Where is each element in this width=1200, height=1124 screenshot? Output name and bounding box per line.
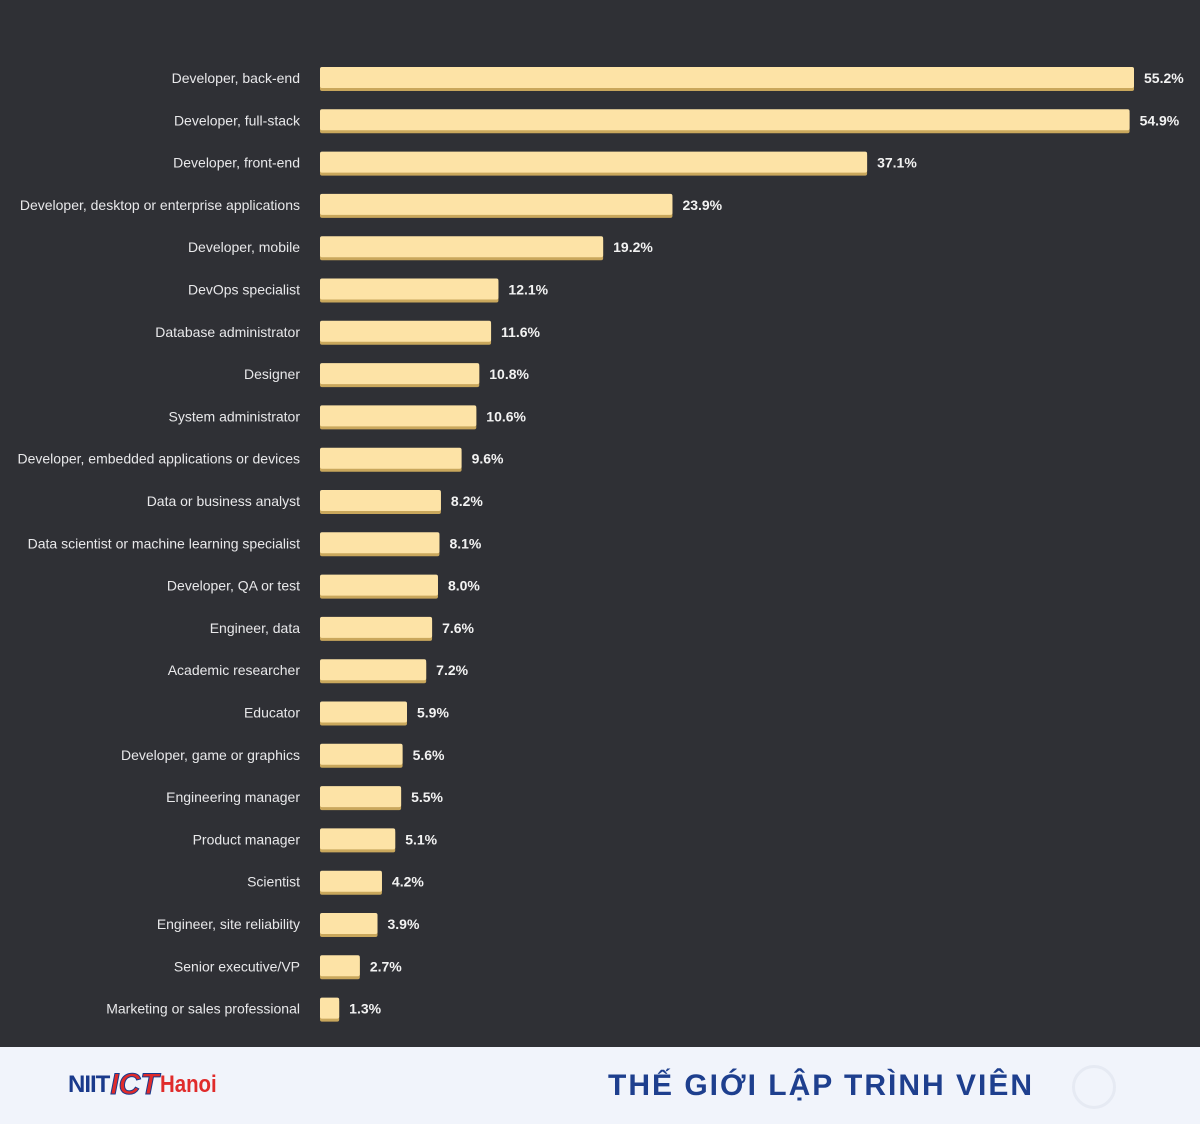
value-label-engineer-site-reliability: 3.9% [388,916,420,932]
value-label-scientist: 4.2% [392,874,424,890]
bar-developer-embedded-applications-or-devices [320,447,462,469]
category-label-system-administrator: System administrator [169,408,301,424]
value-label-educator: 5.9% [417,705,449,721]
value-label-engineer-data: 7.6% [442,620,474,636]
value-label-developer-mobile: 19.2% [613,239,653,255]
value-label-data-or-business-analyst: 8.2% [451,493,483,509]
category-label-developer-embedded-applications-or-devices: Developer, embedded applications or devi… [17,451,300,467]
logo-niit-text: NIIT [68,1071,110,1098]
value-label-developer-qa-or-test: 8.0% [448,578,480,594]
bar-chart: Developer, back-end 55.2% Developer, full-… [17,67,1184,1022]
bar-developer-mobile [320,236,604,258]
bar-engineering-manager [320,786,402,808]
bar-system-administrator [320,405,477,427]
value-label-academic-researcher: 7.2% [436,662,468,678]
category-label-engineering-manager: Engineering manager [166,789,300,805]
category-label-data-scientist-or-machine-learning-specialist: Data scientist or machine learning speci… [28,535,300,551]
category-label-developer-desktop-or-enterprise-applications: Developer, desktop or enterprise applica… [20,197,300,213]
category-label-developer-qa-or-test: Developer, QA or test [167,578,300,594]
value-label-developer-game-or-graphics: 5.6% [413,747,445,763]
category-label-developer-game-or-graphics: Developer, game or graphics [121,747,300,763]
value-label-senior-executive-vp: 2.7% [370,958,402,974]
logo-hanoi-text: Hanoi [159,1071,217,1098]
value-label-designer: 10.8% [489,366,529,382]
bar-product-manager [320,828,396,850]
value-label-devops-specialist: 12.1% [508,282,548,298]
bar-devops-specialist [320,278,499,300]
bar-marketing-or-sales-professional [320,997,340,1019]
bar-engineer-data [320,616,433,638]
category-label-designer: Designer [244,366,300,382]
value-label-product-manager: 5.1% [405,831,437,847]
category-label-data-or-business-analyst: Data or business analyst [147,493,300,509]
category-label-database-administrator: Database administrator [155,324,300,340]
value-label-developer-desktop-or-enterprise-applications: 23.9% [682,197,722,213]
category-label-product-manager: Product manager [193,831,301,847]
watermark-circle-icon [1072,1065,1116,1109]
bar-database-administrator [320,320,492,342]
value-label-developer-embedded-applications-or-devices: 9.6% [472,451,504,467]
category-label-senior-executive-vp: Senior executive/VP [174,958,300,974]
chart-area: Developer, back-end 55.2% Developer, full-… [17,67,1185,1022]
bar-data-or-business-analyst [320,490,441,511]
bar-engineer-site-reliability [320,913,378,934]
bar-developer-back-end [320,67,1134,88]
value-label-data-scientist-or-machine-learning-specialist: 8.1% [449,535,481,551]
category-label-engineer-site-reliability: Engineer, site reliability [157,916,300,932]
bar-data-scientist-or-machine-learning-specialist [320,532,440,554]
bar-scientist [320,870,382,892]
value-label-marketing-or-sales-professional: 1.3% [349,1001,381,1017]
bar-developer-full-stack [320,109,1130,131]
logo-ict-text: ICT [110,1068,159,1102]
value-label-developer-back-end: 55.2% [1144,70,1184,86]
category-label-academic-researcher: Academic researcher [168,662,301,678]
bar-senior-executive-vp [320,955,360,977]
category-label-marketing-or-sales-professional: Marketing or sales professional [106,1001,300,1017]
category-label-educator: Educator [244,705,300,721]
category-label-engineer-data: Engineer, data [210,620,301,636]
bar-developer-front-end [320,151,868,173]
bar-educator [320,701,408,723]
bar-designer [320,363,480,385]
category-label-devops-specialist: DevOps specialist [188,282,300,298]
category-label-developer-mobile: Developer, mobile [188,239,300,255]
footer-tagline: THẾ GIỚI LẬP TRÌNH VIÊN [608,1069,1035,1102]
value-label-developer-front-end: 37.1% [877,155,917,171]
category-label-developer-front-end: Developer, front-end [173,155,300,171]
niit-ict-hanoi-logo: NIIT ICT Hanoi [68,1061,226,1109]
bar-developer-desktop-or-enterprise-applications [320,193,673,215]
bar-developer-qa-or-test [320,574,438,596]
bar-academic-researcher [320,659,427,681]
category-label-scientist: Scientist [247,874,300,890]
value-label-system-administrator: 10.6% [486,408,526,424]
category-label-developer-full-stack: Developer, full-stack [174,112,301,128]
value-label-engineering-manager: 5.5% [411,789,443,805]
footer-banner: NIIT ICT Hanoi THẾ GIỚI LẬP TRÌNH VIÊN [0,1047,1200,1124]
bar-developer-game-or-graphics [320,743,403,765]
value-label-database-administrator: 11.6% [501,324,540,340]
category-label-developer-back-end: Developer, back-end [172,70,300,86]
value-label-developer-full-stack: 54.9% [1140,112,1180,128]
